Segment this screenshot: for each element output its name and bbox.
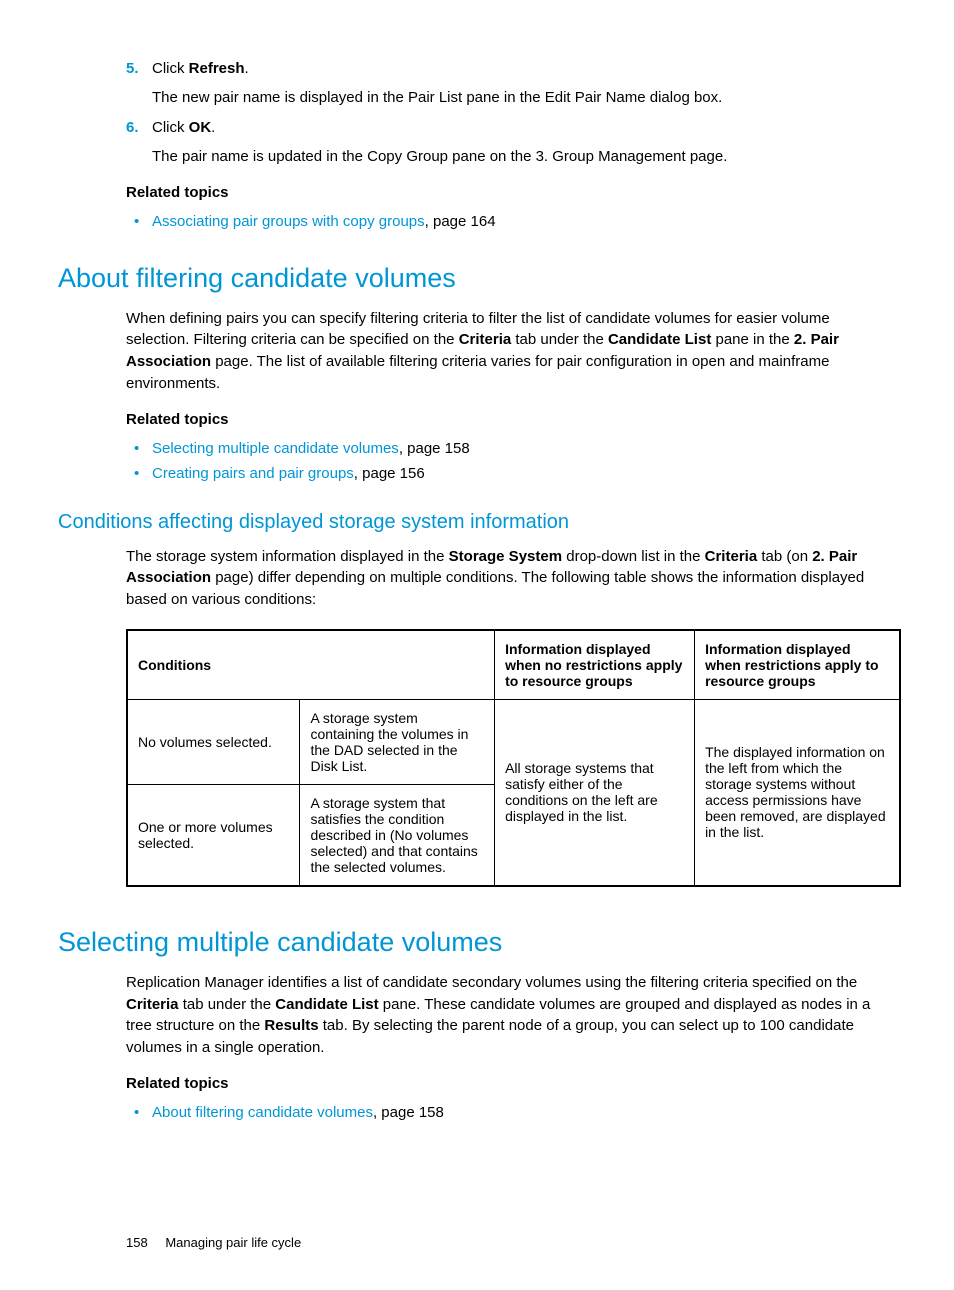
related-topic-link[interactable]: Selecting multiple candidate volumes xyxy=(152,440,399,457)
step-subtext: The new pair name is displayed in the Pa… xyxy=(152,87,880,110)
conditions-table: Conditions Information displayed when no… xyxy=(126,629,901,887)
table-row: No volumes selected. A storage system co… xyxy=(127,699,900,784)
table-header-conditions: Conditions xyxy=(127,630,300,700)
section-body: When defining pairs you can specify filt… xyxy=(126,308,880,395)
numbered-steps: 5. Click Refresh. The new pair name is d… xyxy=(126,58,880,168)
paragraph: The storage system information displayed… xyxy=(126,546,880,611)
step-number: 6. xyxy=(126,117,139,140)
table-header-row: Conditions Information displayed when no… xyxy=(127,630,900,700)
paragraph: When defining pairs you can specify filt… xyxy=(126,308,880,395)
related-topic-link[interactable]: Associating pair groups with copy groups xyxy=(152,213,425,230)
section-heading-filtering: About filtering candidate volumes xyxy=(58,263,880,294)
table-cell: A storage system that satisfies the cond… xyxy=(300,784,495,886)
table-header-blank xyxy=(300,630,495,700)
chapter-title: Managing pair life cycle xyxy=(165,1235,301,1250)
page-number: 158 xyxy=(126,1235,148,1250)
related-topics-list: Selecting multiple candidate volumes, pa… xyxy=(126,436,880,487)
section-body: Replication Manager identifies a list of… xyxy=(126,972,880,1059)
subsection-heading-conditions: Conditions affecting displayed storage s… xyxy=(58,511,880,534)
step-text: Click Refresh. xyxy=(152,60,249,77)
step-6: 6. Click OK. The pair name is updated in… xyxy=(126,117,880,168)
section-heading-selecting: Selecting multiple candidate volumes xyxy=(58,927,880,958)
step-number: 5. xyxy=(126,58,139,81)
subsection-body: The storage system information displayed… xyxy=(126,546,880,611)
related-topics-heading: Related topics xyxy=(126,411,880,428)
table-cell: A storage system containing the volumes … xyxy=(300,699,495,784)
table-cell: No volumes selected. xyxy=(127,699,300,784)
related-topic-link[interactable]: Creating pairs and pair groups xyxy=(152,465,354,482)
step-text: Click OK. xyxy=(152,119,215,136)
related-topics-heading: Related topics xyxy=(126,184,880,201)
step-subtext: The pair name is updated in the Copy Gro… xyxy=(152,146,880,169)
related-topics-heading: Related topics xyxy=(126,1075,880,1092)
table-header-with-restrictions: Information displayed when restrictions … xyxy=(695,630,900,700)
related-topic-item: Associating pair groups with copy groups… xyxy=(126,209,880,235)
related-topic-item: Selecting multiple candidate volumes, pa… xyxy=(126,436,880,462)
related-topics-list: Associating pair groups with copy groups… xyxy=(126,209,880,235)
table-cell-merged: The displayed information on the left fr… xyxy=(695,699,900,886)
document-page: 5. Click Refresh. The new pair name is d… xyxy=(0,0,954,1290)
related-topics-list: About filtering candidate volumes, page … xyxy=(126,1100,880,1126)
paragraph: Replication Manager identifies a list of… xyxy=(126,972,880,1059)
page-footer: 158 Managing pair life cycle xyxy=(126,1235,880,1250)
step-5: 5. Click Refresh. The new pair name is d… xyxy=(126,58,880,109)
table-header-no-restrictions: Information displayed when no restrictio… xyxy=(495,630,695,700)
related-topic-item: About filtering candidate volumes, page … xyxy=(126,1100,880,1126)
related-topic-link[interactable]: About filtering candidate volumes xyxy=(152,1104,373,1121)
related-topic-item: Creating pairs and pair groups, page 156 xyxy=(126,461,880,487)
table-cell: One or more volumes selected. xyxy=(127,784,300,886)
table-cell-merged: All storage systems that satisfy either … xyxy=(495,699,695,886)
